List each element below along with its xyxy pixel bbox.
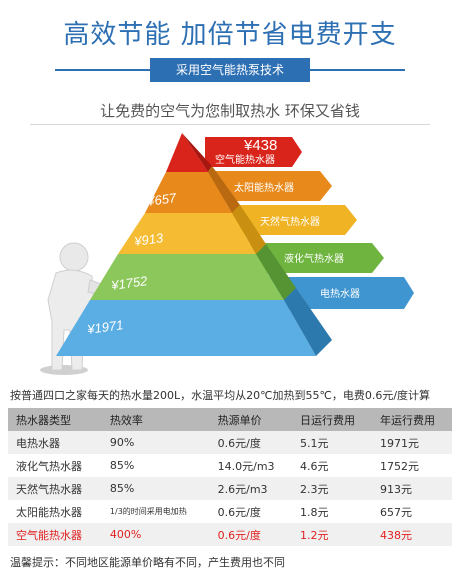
label-natural-gas: 天然气热水器 [260, 215, 320, 228]
table-cell: 0.6元/度 [217, 436, 261, 450]
table-cell: 5.1元 [300, 436, 329, 450]
label-lpg: 液化气热水器 [284, 252, 344, 265]
cost-pyramid: ¥438 空气能热水器 太阳能热水器 天然气热水器 液化气热水器 电热水器 ¥6… [40, 133, 414, 375]
table-cell: 438元 [379, 528, 412, 542]
subtitle-banner: 采用空气能热泵技术 [55, 58, 405, 82]
table-cell: 90% [109, 436, 135, 449]
tier-natural-gas [118, 213, 256, 254]
arrow-air-energy [205, 137, 302, 167]
table-header-row: 热水器类型 热效率 热源单价 日运行费用 年运行费用 [8, 408, 452, 431]
tip-note: 温馨提示：不同地区能源单价略有不同，产生费用也不同 [10, 556, 285, 569]
table-cell: 1752元 [379, 459, 419, 473]
price-air-energy: ¥438 [243, 137, 277, 154]
figure-illustration [40, 242, 119, 375]
table-cell: 2.6元/m3 [217, 482, 268, 496]
table-cell: 0.6元/度 [217, 528, 261, 542]
column-header: 年运行费用 [379, 413, 435, 427]
price-electric: ¥1971 [86, 317, 124, 337]
label-air-energy: 空气能热水器 [215, 153, 275, 166]
table-cell: 1971元 [379, 436, 419, 450]
price-lpg: ¥1752 [110, 273, 149, 293]
label-electric: 电热水器 [320, 287, 360, 300]
price-solar: ¥657 [146, 190, 177, 209]
table-cell: 657元 [379, 505, 412, 519]
table-cell: 14.0元/m3 [217, 459, 275, 473]
table-cell: 太阳能热水器 [16, 505, 82, 519]
table-cell: 85% [109, 459, 135, 472]
arrow-electric [270, 277, 414, 309]
arrow-natural-gas [230, 205, 357, 235]
cost-table: 热水器类型 热效率 热源单价 日运行费用 年运行费用 电热水器 90% 0.6元… [8, 408, 452, 546]
table-cell: 液化气热水器 [16, 459, 82, 473]
tier-air-energy [166, 133, 208, 172]
column-header: 热源单价 [217, 413, 262, 427]
table-cell: 913元 [379, 482, 412, 496]
column-header: 热效率 [109, 413, 143, 427]
arrow-lpg [250, 243, 384, 273]
table-cell: 400% [109, 528, 142, 541]
table-cell: 1.2元 [300, 528, 329, 542]
column-header: 热水器类型 [16, 413, 71, 427]
table-cell: 空气能热水器 [16, 528, 82, 542]
price-natural-gas: ¥913 [133, 230, 164, 249]
table-cell: 电热水器 [16, 436, 60, 450]
tier-solar [145, 172, 232, 213]
calculation-note: 按普通四口之家每天的热水量200L，水温平均从20℃加热到55℃，电费0.6元/… [10, 389, 431, 402]
table-cell: 0.6元/度 [217, 505, 261, 519]
column-header: 日运行费用 [300, 413, 356, 427]
tier-lpg [90, 254, 284, 300]
table-row: 液化气热水器 85% 14.0元/m3 4.6元 1752元 [8, 454, 452, 477]
table-cell: 1.8元 [300, 505, 329, 519]
table-row: 天然气热水器 85% 2.6元/m3 2.3元 913元 [8, 477, 452, 500]
label-solar: 太阳能热水器 [234, 181, 294, 194]
tier-electric [56, 300, 316, 356]
table-cell: 天然气热水器 [16, 482, 82, 496]
table-cell: 85% [109, 482, 135, 495]
arrow-solar [205, 171, 332, 201]
table-cell: 2.3元 [300, 482, 329, 496]
table-cell: 1/3的时间采用电加热 [109, 507, 187, 516]
table-row-highlight: 空气能热水器 400% 0.6元/度 1.2元 438元 [8, 523, 452, 546]
slogan: 让免费的空气为您制取热水 环保又省钱 [100, 102, 360, 120]
table-cell: 4.6元 [300, 459, 329, 473]
table-row: 电热水器 90% 0.6元/度 5.1元 1971元 [8, 431, 452, 454]
page-title: 高效节能 加倍节省电费开支 [63, 20, 397, 50]
divider [30, 124, 430, 125]
table-row: 太阳能热水器 1/3的时间采用电加热 0.6元/度 1.8元 657元 [8, 500, 452, 523]
